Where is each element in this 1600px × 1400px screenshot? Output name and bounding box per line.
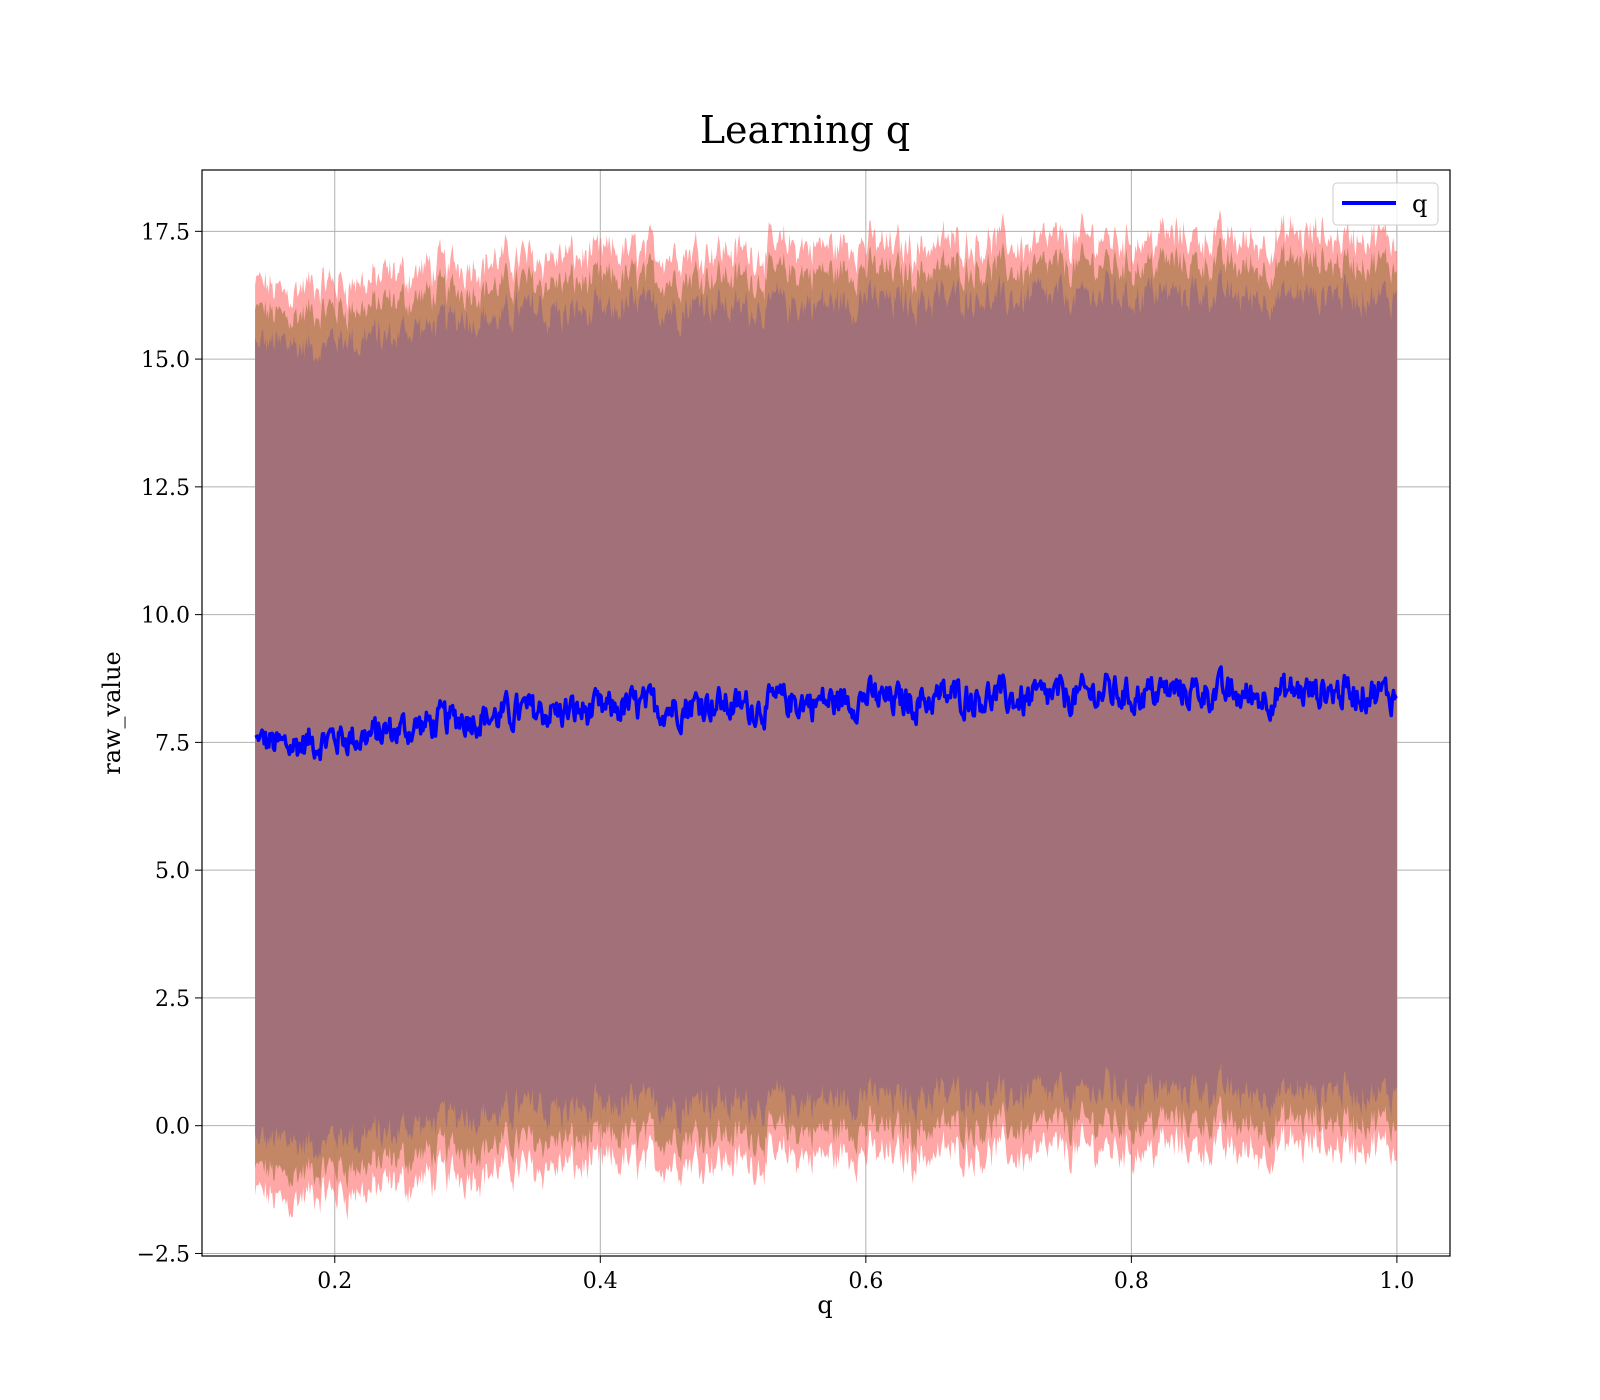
x-tick-label: 0.2 xyxy=(317,1269,352,1294)
x-axis-ticks: 0.2 0.4 0.6 0.8 1.0 xyxy=(317,1256,1414,1294)
series-line-q xyxy=(254,665,1398,762)
x-tick-label: 0.6 xyxy=(848,1269,883,1294)
legend-label: q xyxy=(1412,190,1427,218)
y-tick-label: 7.5 xyxy=(155,731,190,756)
y-tick-label: 5.0 xyxy=(155,859,190,884)
x-tick-label: 0.4 xyxy=(583,1269,618,1294)
x-tick-label: 0.8 xyxy=(1114,1269,1149,1294)
inner-confidence-band xyxy=(255,266,1397,1160)
x-axis-title: q xyxy=(817,1291,832,1319)
y-tick-label: 0.0 xyxy=(155,1115,190,1140)
confidence-bands xyxy=(255,209,1397,1221)
y-axis-ticks: −2.5 0.0 2.5 5.0 7.5 10.0 12.5 15.0 17.5 xyxy=(137,220,202,1267)
series-lines xyxy=(254,665,1398,762)
chart-title: Learning q xyxy=(700,108,910,152)
y-tick-label: 12.5 xyxy=(141,476,190,501)
plot-frame xyxy=(201,169,1451,1257)
legend: q xyxy=(1332,182,1439,226)
y-tick-label: −2.5 xyxy=(137,1242,190,1267)
y-tick-label: 17.5 xyxy=(141,220,190,245)
y-tick-label: 10.0 xyxy=(141,604,190,629)
y-axis-title: raw_value xyxy=(98,651,126,775)
x-tick-label: 1.0 xyxy=(1379,1269,1414,1294)
y-tick-label: 2.5 xyxy=(155,987,190,1012)
y-tick-label: 15.0 xyxy=(141,348,190,373)
